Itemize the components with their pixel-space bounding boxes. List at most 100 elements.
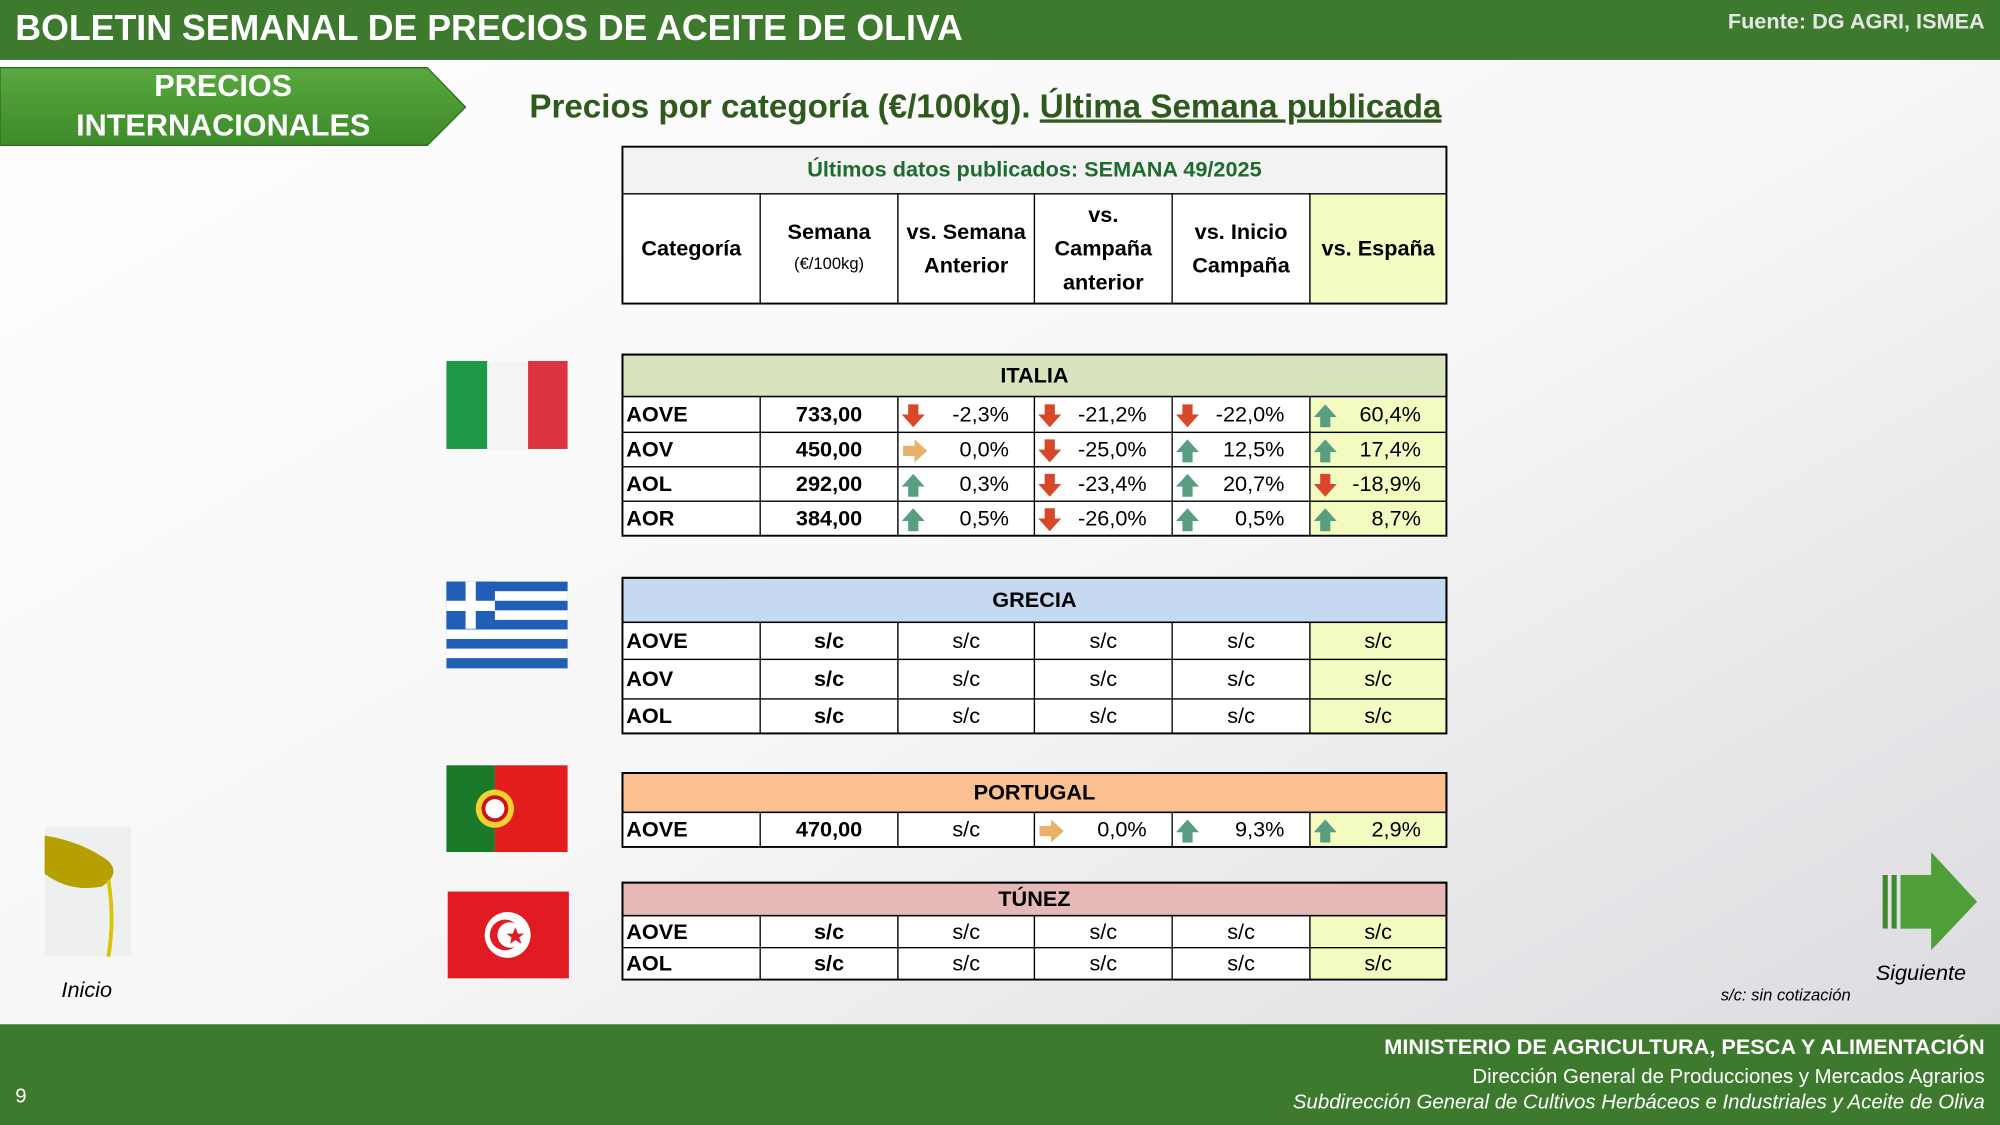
- change: s/c: [1227, 951, 1255, 976]
- change: s/c: [1227, 919, 1255, 944]
- column-header: (€/100kg): [794, 254, 864, 273]
- change: s/c: [952, 817, 980, 842]
- cell: [897, 947, 1036, 981]
- change: -22,0%: [1216, 402, 1285, 427]
- next-button[interactable]: [1882, 852, 1978, 951]
- arrow-up: [1313, 404, 1337, 428]
- cell: [897, 658, 1036, 700]
- column-header: Semana: [788, 219, 872, 244]
- price: s/c: [814, 951, 844, 976]
- category: AOL: [626, 951, 672, 976]
- column-header: anterior: [1063, 270, 1144, 295]
- change: s/c: [1089, 666, 1117, 691]
- subtitle-link[interactable]: Última Semana publicada: [1040, 87, 1442, 125]
- change: 2,9%: [1372, 817, 1421, 842]
- change: 8,7%: [1372, 506, 1421, 531]
- arrow-up: [1313, 439, 1337, 463]
- ministry: MINISTERIO DE AGRICULTURA, PESCA Y ALIME…: [1384, 1034, 1984, 1059]
- header-border: [621, 145, 1448, 305]
- group-name: TÚNEZ: [998, 886, 1070, 911]
- change: s/c: [952, 666, 980, 691]
- column-header: vs. España: [1322, 236, 1436, 261]
- header-cell: [1171, 193, 1311, 305]
- change: -2,3%: [952, 402, 1009, 427]
- arrow-up: [1176, 819, 1199, 843]
- cell: [621, 915, 761, 949]
- tab-text: INTERNACIONALES: [76, 109, 370, 143]
- price-table: Últimos datos publicados: SEMANA 49/2025…: [621, 145, 1448, 981]
- cell: [759, 811, 899, 848]
- arrow-up: [1176, 508, 1199, 532]
- home-label[interactable]: Inicio: [61, 977, 112, 1002]
- footer-line: Subdirección General de Cultivos Herbáce…: [1293, 1092, 1985, 1114]
- change: 9,3%: [1235, 817, 1284, 842]
- change: -25,0%: [1078, 437, 1147, 462]
- subtitle-text: Precios por categoría (€/100kg).: [529, 88, 1039, 125]
- column-header: vs.: [1088, 202, 1118, 227]
- category: AOVE: [626, 402, 687, 427]
- arrow-up: [1176, 439, 1199, 463]
- flag-portugal: [446, 765, 568, 853]
- change: s/c: [1227, 628, 1255, 653]
- footer-line: Dirección General de Producciones y Merc…: [1472, 1066, 1984, 1088]
- category: AOV: [626, 666, 674, 691]
- arrow-down: [1038, 473, 1062, 497]
- source: Fuente: DG AGRI, ISMEA: [1728, 9, 1985, 34]
- group-border: [621, 772, 1448, 848]
- change: s/c: [1364, 703, 1392, 728]
- change: -18,9%: [1352, 471, 1421, 496]
- arrow-up: [1176, 473, 1199, 497]
- next-label[interactable]: Siguiente: [1876, 960, 1966, 985]
- flag-italy: [446, 360, 568, 449]
- change: s/c: [1364, 919, 1392, 944]
- change: 12,5%: [1223, 437, 1284, 462]
- change: 0,5%: [1235, 506, 1284, 531]
- change: s/c: [1227, 666, 1255, 691]
- price: 384,00: [796, 506, 862, 531]
- home-button[interactable]: [44, 826, 132, 957]
- change: s/c: [952, 919, 980, 944]
- price: s/c: [814, 919, 844, 944]
- change: s/c: [1089, 628, 1117, 653]
- cell: [621, 500, 761, 537]
- change: s/c: [952, 951, 980, 976]
- change: 0,0%: [960, 437, 1009, 462]
- header-cell: [1033, 193, 1173, 305]
- cell: [621, 621, 761, 661]
- change: -21,2%: [1078, 402, 1147, 427]
- flag-greece: [446, 581, 568, 669]
- change: s/c: [1089, 951, 1117, 976]
- change: s/c: [1089, 919, 1117, 944]
- arrow-down: [901, 404, 925, 428]
- category: AOR: [626, 506, 675, 531]
- change: -26,0%: [1078, 506, 1147, 531]
- column-header: vs. Inicio: [1195, 219, 1288, 244]
- group-border: [621, 576, 1448, 735]
- change: s/c: [1364, 666, 1392, 691]
- price: 733,00: [796, 402, 862, 427]
- page-number: 9: [15, 1085, 26, 1107]
- cell: [897, 915, 1036, 949]
- title: BOLETIN SEMANAL DE PRECIOS DE ACEITE DE …: [15, 8, 963, 48]
- change: s/c: [1364, 628, 1392, 653]
- cell: [759, 396, 899, 434]
- cell: [1033, 915, 1173, 949]
- group-name: GRECIA: [992, 587, 1077, 612]
- cell: [621, 811, 761, 848]
- cell: [1171, 915, 1311, 949]
- price: 292,00: [796, 471, 862, 496]
- group-border: [621, 881, 1448, 981]
- change: 20,7%: [1223, 471, 1284, 496]
- cell: [759, 915, 899, 949]
- cell: [1171, 658, 1311, 700]
- arrow-flat: [1039, 819, 1064, 843]
- footer-bar: [0, 1024, 2000, 1125]
- change: s/c: [1364, 951, 1392, 976]
- arrow-up: [901, 473, 925, 497]
- category: AOVE: [626, 817, 687, 842]
- group-name: PORTUGAL: [974, 780, 1096, 805]
- cell: [1033, 947, 1173, 981]
- category: AOL: [626, 703, 672, 728]
- price: s/c: [814, 628, 844, 653]
